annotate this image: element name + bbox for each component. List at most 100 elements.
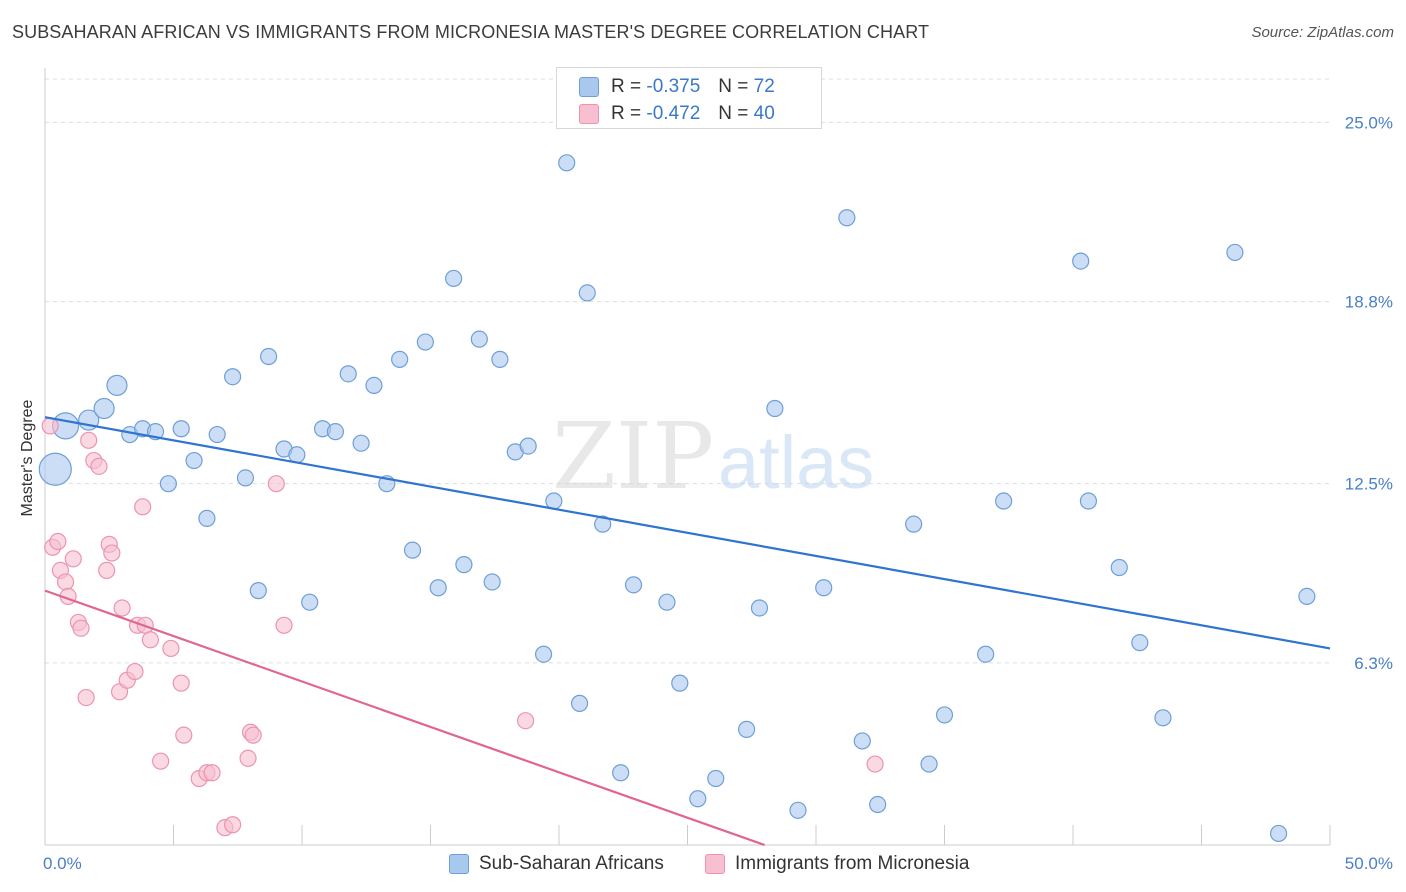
watermark-atlas: atlas <box>718 421 874 504</box>
legend-n-label: N = <box>718 103 749 124</box>
legend-r-label: R = <box>611 76 642 97</box>
data-point-sub-saharan <box>838 209 856 227</box>
data-point-micronesia <box>98 561 116 579</box>
y-tick-labels: 6.3% 12.5% 18.8% 25.0% <box>1345 113 1393 673</box>
bottom-legend-swatch-blue <box>449 854 469 874</box>
data-point-sub-saharan <box>977 645 995 663</box>
data-point-sub-saharan <box>172 420 190 438</box>
data-point-micronesia <box>134 498 152 516</box>
legend-n-value-series1: 72 <box>753 76 775 97</box>
data-point-sub-saharan <box>766 399 784 418</box>
bottom-legend-label-series2: Immigrants from Micronesia <box>735 853 970 874</box>
data-point-micronesia <box>77 688 95 707</box>
trend-lines <box>44 416 1331 847</box>
data-point-sub-saharan <box>38 452 72 486</box>
data-point-sub-saharan <box>624 576 643 594</box>
data-point-micronesia <box>275 616 293 634</box>
data-point-sub-saharan <box>236 469 255 487</box>
data-point-sub-saharan <box>545 492 563 510</box>
data-point-sub-saharan <box>658 593 676 611</box>
data-point-micronesia <box>126 662 144 681</box>
data-point-sub-saharan <box>935 706 954 724</box>
data-point-sub-saharan <box>339 365 357 383</box>
data-point-micronesia <box>113 599 131 617</box>
data-point-sub-saharan <box>288 446 306 464</box>
data-point-micronesia <box>80 431 98 449</box>
data-point-sub-saharan <box>391 350 409 368</box>
data-point-sub-saharan <box>301 593 319 611</box>
data-point-sub-saharan <box>249 582 267 600</box>
data-point-sub-saharan <box>208 425 226 444</box>
data-point-sub-saharan <box>455 556 473 574</box>
data-point-sub-saharan <box>558 154 576 172</box>
data-point-sub-saharan <box>429 579 447 597</box>
data-point-sub-saharan <box>789 801 807 819</box>
data-point-sub-saharan <box>570 694 589 712</box>
series-blue-points <box>38 154 1316 843</box>
x-tick-label: 50.0% <box>1345 854 1393 873</box>
data-point-micronesia <box>152 752 170 770</box>
data-point-micronesia <box>103 544 121 562</box>
watermark-zip: ZIP <box>552 403 714 510</box>
source-label: Source: ZipAtlas.com <box>1251 24 1394 41</box>
data-point-micronesia <box>516 712 535 730</box>
data-point-micronesia <box>866 755 884 773</box>
y-axis-label: Master's Degree <box>19 399 36 516</box>
data-point-sub-saharan <box>995 492 1013 510</box>
bottom-legend-swatch-pink <box>705 854 725 874</box>
data-point-micronesia <box>41 417 59 435</box>
data-point-sub-saharan <box>594 515 612 533</box>
legend-row-series1: R = -0.375 N = 72 <box>579 75 775 99</box>
legend: R = -0.375 N = 72 R = -0.472 N = 40 <box>556 67 822 129</box>
data-point-sub-saharan <box>853 732 871 750</box>
data-point-sub-saharan <box>738 720 756 738</box>
data-point-sub-saharan <box>198 509 216 527</box>
data-point-sub-saharan <box>1072 252 1090 270</box>
data-point-sub-saharan <box>1269 824 1288 843</box>
data-point-micronesia <box>172 674 190 692</box>
data-point-sub-saharan <box>416 333 434 351</box>
legend-swatch-pink <box>579 104 599 124</box>
data-point-sub-saharan <box>815 579 833 597</box>
data-point-sub-saharan <box>519 437 537 455</box>
trend-line-micronesia <box>44 589 765 847</box>
bottom-legend-series2: Immigrants from Micronesia <box>705 852 969 876</box>
y-tick-label: 6.3% <box>1354 654 1393 673</box>
data-point-sub-saharan <box>1110 558 1128 577</box>
data-point-micronesia <box>64 550 82 568</box>
legend-swatch-blue <box>579 77 599 97</box>
data-point-sub-saharan <box>403 541 422 559</box>
x-tick-labels: 0.0% 50.0% <box>43 854 1393 873</box>
data-point-sub-saharan <box>1226 243 1244 262</box>
data-point-sub-saharan <box>106 374 128 396</box>
legend-r-value-series2: -0.472 <box>646 103 701 124</box>
data-point-sub-saharan <box>224 368 242 386</box>
bottom-legend-label-series1: Sub-Saharan Africans <box>479 853 664 874</box>
data-point-sub-saharan <box>259 347 278 366</box>
data-point-sub-saharan <box>1131 634 1149 652</box>
data-point-sub-saharan <box>869 795 887 814</box>
data-point-micronesia <box>72 619 90 637</box>
data-point-sub-saharan <box>905 515 923 533</box>
data-point-sub-saharan <box>689 790 707 808</box>
data-point-sub-saharan <box>352 434 370 452</box>
data-point-sub-saharan <box>185 451 203 470</box>
x-tick-label: 0.0% <box>43 854 82 873</box>
data-point-micronesia <box>175 726 193 744</box>
data-point-sub-saharan <box>1298 587 1316 606</box>
legend-n-label: N = <box>718 76 749 97</box>
data-point-sub-saharan <box>93 397 115 420</box>
data-point-sub-saharan <box>326 423 345 441</box>
data-point-micronesia <box>267 475 285 493</box>
legend-row-series2: R = -0.472 N = 40 <box>579 102 775 126</box>
data-point-sub-saharan <box>707 769 725 788</box>
legend-r-value-series1: -0.375 <box>646 76 701 97</box>
data-point-micronesia <box>162 639 180 658</box>
bottom-legend-series1: Sub-Saharan Africans <box>449 852 664 876</box>
data-point-sub-saharan <box>470 330 488 348</box>
legend-r-label: R = <box>611 103 642 124</box>
data-point-sub-saharan <box>1079 492 1098 510</box>
data-point-sub-saharan <box>612 764 630 782</box>
data-point-sub-saharan <box>483 573 501 591</box>
